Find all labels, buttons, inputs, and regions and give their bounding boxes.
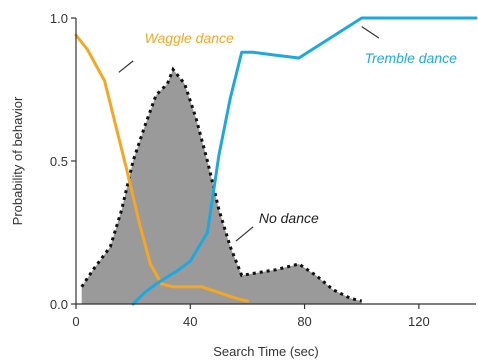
annotation-waggle-leader [118, 60, 134, 73]
x-axis-title: Search Time (sec) [213, 344, 318, 359]
y-tick-label: 0.0 [50, 297, 68, 312]
annotation-nodance-leader [235, 226, 254, 242]
x-tick-label: 0 [72, 314, 79, 329]
y-axis-title: Probability of behavior [10, 96, 25, 225]
plot-area [74, 16, 478, 306]
series-no-dance-outline [80, 66, 363, 303]
annotation-tremble-leader [361, 26, 380, 39]
x-tick-label: 80 [297, 314, 311, 329]
series-tremble-dance-line [131, 16, 478, 306]
annotations: Waggle dance Tremble dance No dance [118, 26, 458, 242]
y-tick-label: 0.5 [50, 154, 68, 169]
x-tick-label: 40 [183, 314, 197, 329]
series-waggle-dance-line [74, 33, 249, 303]
annotation-tremble-label: Tremble dance [365, 50, 458, 66]
annotation-waggle-label: Waggle dance [145, 30, 234, 46]
axes [71, 17, 476, 309]
y-tick-label: 1.0 [50, 11, 68, 26]
series-no-dance-area [81, 69, 362, 304]
tick-labels: 0.0 0.5 1.0 0 40 80 120 [50, 11, 430, 329]
annotation-nodance-label: No dance [259, 210, 319, 226]
x-tick-label: 120 [408, 314, 430, 329]
